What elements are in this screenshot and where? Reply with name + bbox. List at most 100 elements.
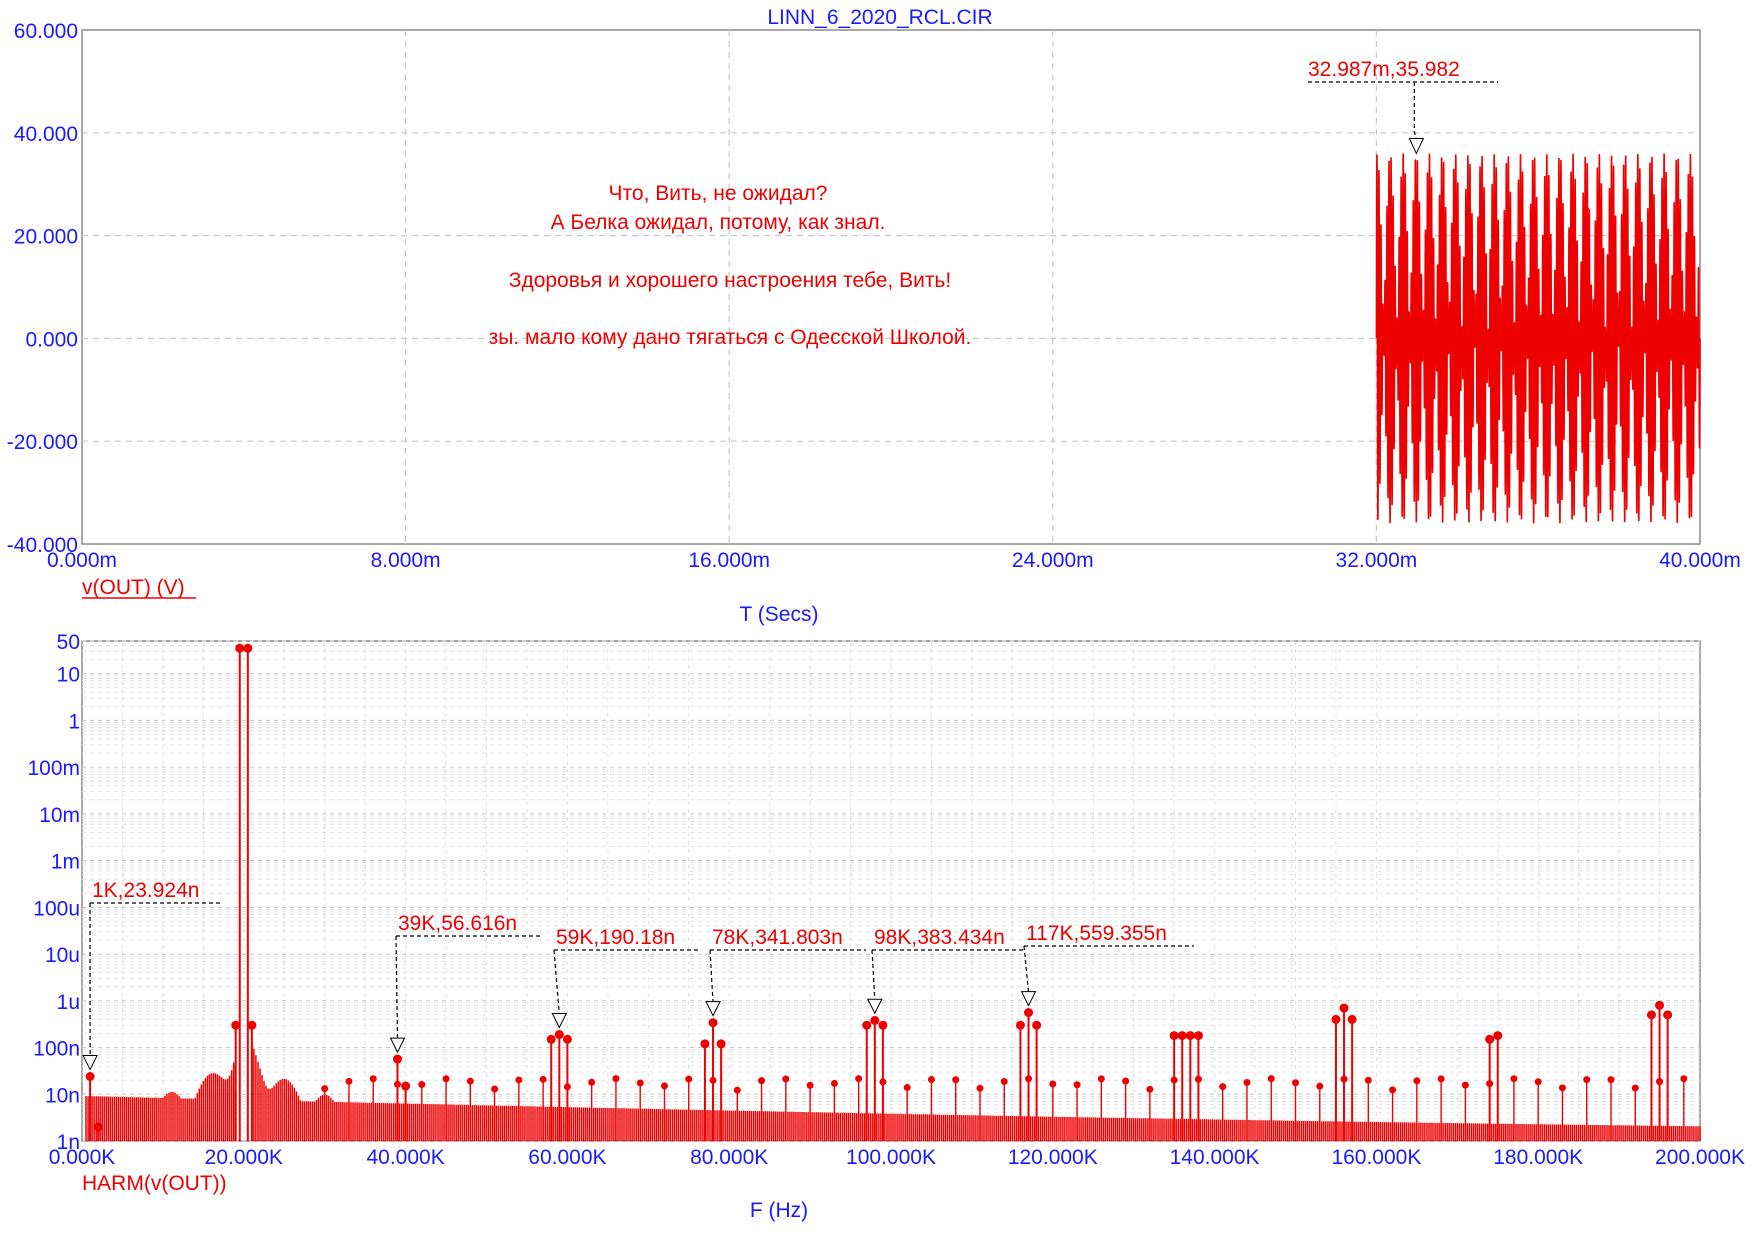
harmonic-spur-point <box>709 1076 717 1084</box>
harmonics-x-tick-label: 120.000K <box>1008 1146 1098 1169</box>
harmonic-marker-line <box>709 949 714 1003</box>
harmonic-spur-point <box>1316 1082 1324 1090</box>
harmonic-peak-point <box>554 1030 564 1040</box>
harmonic-spur-point <box>1558 1084 1566 1092</box>
harmonic-spur-point <box>539 1075 547 1083</box>
harmonics-y-tick-label: 100m <box>27 757 80 780</box>
transient-x-tick-label: 16.000m <box>688 549 770 572</box>
harmonic-peak-point <box>1169 1031 1179 1041</box>
harmonic-spur-point <box>782 1075 790 1083</box>
harmonics-tick-labels: 0.000K 20.000K 40.000K 60.000K 80.000K 100.00… <box>27 631 1744 1169</box>
harmonic-marker-line <box>395 935 399 1040</box>
harmonic-peak-point <box>1655 1000 1665 1010</box>
harmonic-spur-point <box>830 1079 838 1087</box>
harmonics-x-tick-label: 0.000K <box>49 1146 116 1169</box>
transient-y-tick-label: 0.000 <box>25 328 78 351</box>
harmonic-spur-point <box>1243 1078 1251 1086</box>
harmonic-marker-arrow <box>551 1012 568 1029</box>
harmonic-spur-point <box>1486 1080 1494 1088</box>
harmonic-spur-point <box>1583 1076 1591 1084</box>
harmonics-y-tick-label: 100n <box>33 1038 80 1061</box>
harmonic-spur-point <box>1437 1075 1445 1083</box>
harmonics-noise-floor <box>85 1041 1701 1141</box>
harmonic-spur-point <box>418 1080 426 1088</box>
harmonic-spur-point <box>855 1075 863 1083</box>
harmonic-peak-point <box>716 1039 726 1049</box>
harmonic-peak-point <box>870 1015 880 1025</box>
harmonic-peak-point <box>1024 1008 1034 1018</box>
harmonic-marker-label: 1K,23.924n <box>92 879 199 902</box>
harmonics-x-tick-label: 60.000K <box>528 1146 606 1169</box>
harmonic-spur-point <box>466 1077 474 1085</box>
harmonic-spur-point <box>394 1080 402 1088</box>
harmonic-peak-point <box>546 1034 556 1044</box>
harmonic-spur-point <box>1122 1077 1130 1085</box>
harmonics-y-tick-label: 50 <box>57 631 80 654</box>
harmonic-peak-point <box>393 1054 403 1064</box>
harmonic-peak-point <box>85 1071 95 1081</box>
transient-y-tick-label: -40.000 <box>7 534 78 557</box>
harmonics-y-tick-label: 10m <box>39 804 80 827</box>
harmonic-marker-arrow <box>82 1055 98 1071</box>
harmonic-marker-label: 59K,190.18n <box>556 926 675 949</box>
harmonics-x-tick-label: 40.000K <box>366 1146 444 1169</box>
transient-x-tick-label: 24.000m <box>1012 549 1094 572</box>
harmonic-marker-arrow <box>389 1037 406 1054</box>
harmonic-peak-point <box>562 1034 572 1044</box>
harmonics-x-axis-label: F (Hz) <box>750 1199 808 1222</box>
harmonic-marker-label: 78K,341.803n <box>712 926 843 949</box>
transient-x-tick-label: 8.000m <box>371 549 441 572</box>
transient-chart: 0.000m 8.000m 16.000m 24.000m 32.000m 40.000m… <box>7 6 1741 626</box>
harmonics-x-tick-label: 180.000K <box>1493 1146 1583 1169</box>
message-line: зы. мало кому дано тягаться с Одесской Ш… <box>489 326 972 349</box>
harmonics-y-tick-label: 1n <box>57 1131 80 1154</box>
harmonic-peak-point <box>1663 1010 1673 1020</box>
harmonic-spur-point <box>1364 1076 1372 1084</box>
harmonic-spur-point <box>563 1083 571 1091</box>
harmonic-spur-point <box>1413 1077 1421 1085</box>
greeting-message: Что, Вить, не ожидал? А Белка ожидал, пот… <box>489 182 972 349</box>
harmonics-x-tick-label: 140.000K <box>1170 1146 1260 1169</box>
harmonics-x-tick-label: 100.000K <box>846 1146 936 1169</box>
transient-marker-arrow <box>1408 137 1425 155</box>
harmonic-spur-point <box>976 1084 984 1092</box>
chart-title: LINN_6_2020_RCL.CIR <box>767 6 992 29</box>
harmonic-marker-label: 39K,56.616n <box>398 912 517 935</box>
harmonic-spur-point <box>1267 1075 1275 1083</box>
harmonic-spur-point <box>1510 1075 1518 1083</box>
harmonic-spur-point <box>758 1077 766 1085</box>
harmonic-spur-point <box>1680 1075 1688 1083</box>
harmonic-peak-point <box>1339 1003 1349 1013</box>
harmonic-peak-point <box>243 643 253 653</box>
harmonic-peak-point <box>1032 1020 1042 1030</box>
harmonics-y-tick-label: 1 <box>68 710 80 733</box>
harmonic-spur-point <box>442 1075 450 1083</box>
harmonics-y-tick-label: 1m <box>51 851 80 874</box>
harmonic-spur-point <box>588 1078 596 1086</box>
harmonics-grid <box>82 640 1700 1142</box>
harmonic-spur-point <box>515 1076 523 1084</box>
harmonic-spur-point <box>1219 1083 1227 1091</box>
harmonic-spur-point <box>952 1076 960 1084</box>
transient-series-label: v(OUT) (V) <box>82 576 185 599</box>
harmonic-peak-point <box>708 1018 718 1028</box>
transient-waveform <box>1375 153 1701 524</box>
harmonic-peak-point <box>1193 1031 1203 1041</box>
harmonic-marker-label: 98K,383.434n <box>874 926 1005 949</box>
harmonics-y-tick-label: 1u <box>57 991 80 1014</box>
harmonic-peak-point <box>1331 1014 1341 1024</box>
harmonics-x-tick-label: 20.000K <box>205 1146 283 1169</box>
harmonic-peak-point <box>1015 1020 1025 1030</box>
harmonic-spur-point <box>1146 1085 1154 1093</box>
harmonic-peak-point <box>1485 1034 1495 1044</box>
harmonic-spur-point <box>1292 1079 1299 1087</box>
transient-y-tick-label: 40.000 <box>14 123 78 146</box>
harmonic-peak-point <box>93 1122 103 1132</box>
harmonic-spur-point <box>612 1075 620 1083</box>
harmonics-y-tick-label: 10 <box>57 664 80 687</box>
message-line: Что, Вить, не ожидал? <box>609 182 828 205</box>
harmonic-spur-point <box>927 1076 935 1084</box>
harmonic-spur-point <box>1000 1077 1008 1085</box>
transient-y-tick-label: 60.000 <box>14 20 78 43</box>
transient-x-tick-label: 0.000m <box>47 549 117 572</box>
